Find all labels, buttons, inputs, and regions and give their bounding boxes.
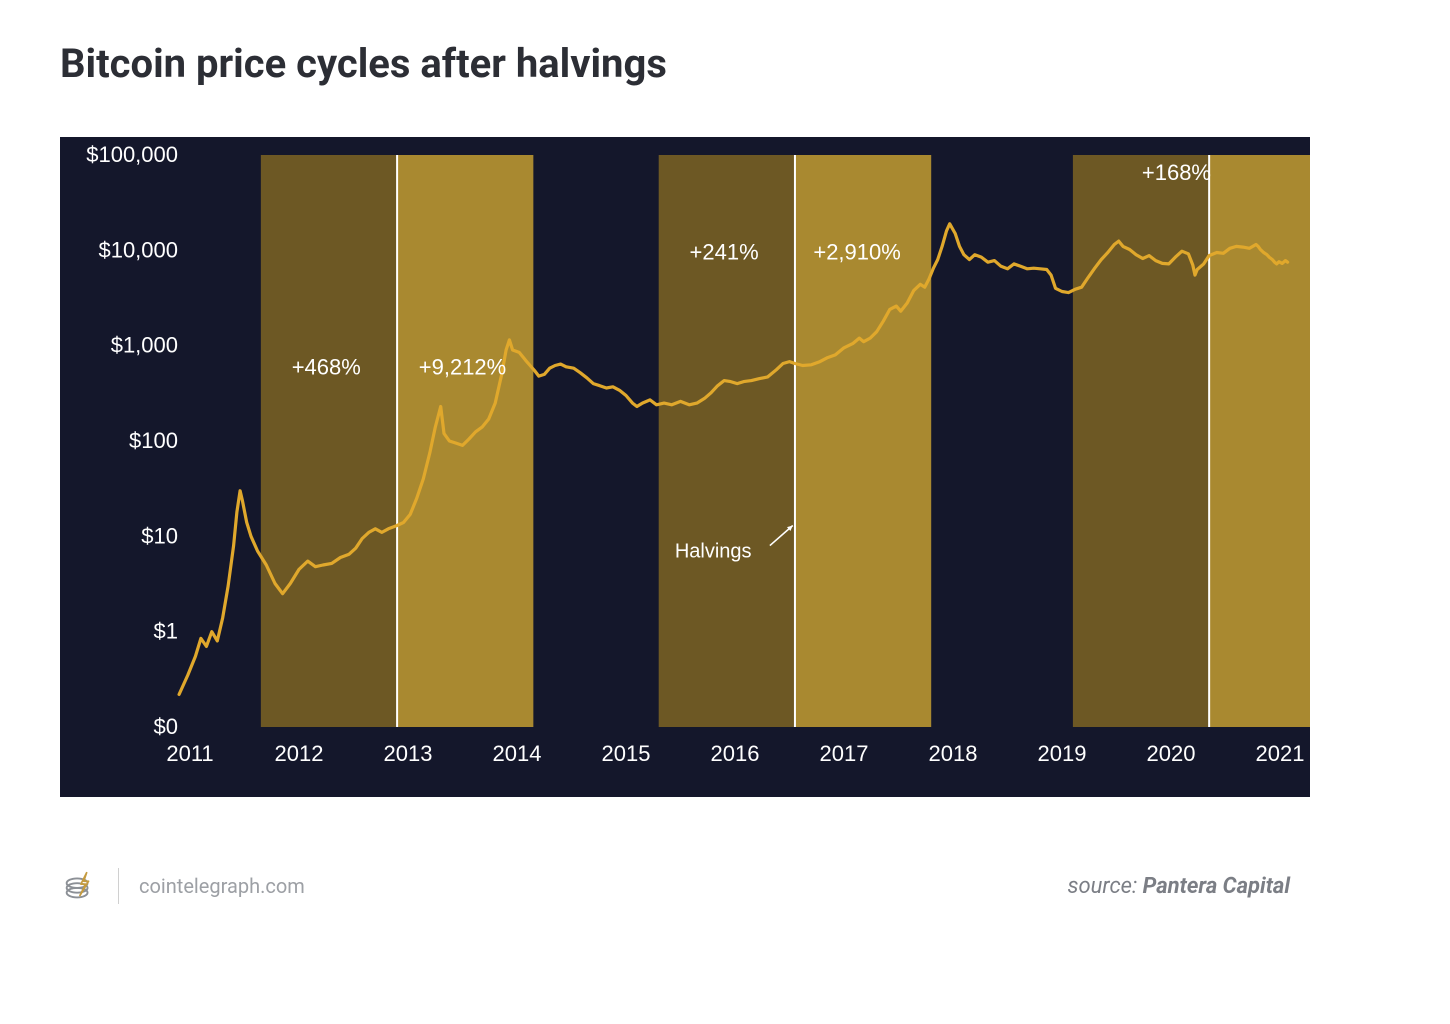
svg-text:$100: $100 [129, 428, 178, 453]
svg-text:$1,000: $1,000 [111, 333, 178, 358]
svg-text:Halvings: Halvings [675, 540, 752, 562]
svg-text:$0: $0 [154, 714, 178, 739]
page-title: Bitcoin price cycles after halvings [60, 40, 1320, 87]
svg-text:+2,910%: +2,910% [813, 240, 900, 265]
svg-text:2011: 2011 [166, 741, 213, 766]
svg-text:+468%: +468% [292, 354, 361, 379]
svg-text:+9,212%: +9,212% [419, 354, 506, 379]
svg-text:2013: 2013 [384, 741, 433, 766]
svg-text:+168%: +168% [1142, 160, 1211, 185]
svg-text:2018: 2018 [929, 741, 978, 766]
cointelegraph-logo-icon [60, 867, 98, 905]
footer: cointelegraph.com source: Pantera Capita… [60, 867, 1290, 905]
svg-text:2020: 2020 [1147, 741, 1196, 766]
svg-text:$1: $1 [154, 619, 178, 644]
svg-text:+241%: +241% [690, 240, 759, 265]
svg-text:2016: 2016 [711, 741, 760, 766]
svg-text:2021: 2021 [1256, 741, 1305, 766]
footer-left: cointelegraph.com [60, 867, 305, 905]
source-label: source: Pantera Capital [1067, 874, 1290, 899]
site-label: cointelegraph.com [139, 874, 305, 898]
source-name: Pantera Capital [1143, 874, 1290, 899]
svg-text:2015: 2015 [602, 741, 651, 766]
chart-svg: $0 $1 $10 $100 $1,000 $10,000 $100,000 2011 2012… [60, 137, 1310, 797]
svg-text:2019: 2019 [1038, 741, 1087, 766]
svg-text:$10,000: $10,000 [98, 237, 178, 262]
footer-divider [118, 868, 119, 904]
svg-text:$10: $10 [141, 523, 178, 548]
svg-text:2017: 2017 [820, 741, 869, 766]
svg-text:2012: 2012 [275, 741, 324, 766]
svg-text:2014: 2014 [493, 741, 542, 766]
price-chart: $0 $1 $10 $100 $1,000 $10,000 $100,000 2011 2012… [60, 137, 1310, 797]
source-prefix: source: [1067, 874, 1142, 899]
svg-text:$100,000: $100,000 [86, 142, 178, 167]
